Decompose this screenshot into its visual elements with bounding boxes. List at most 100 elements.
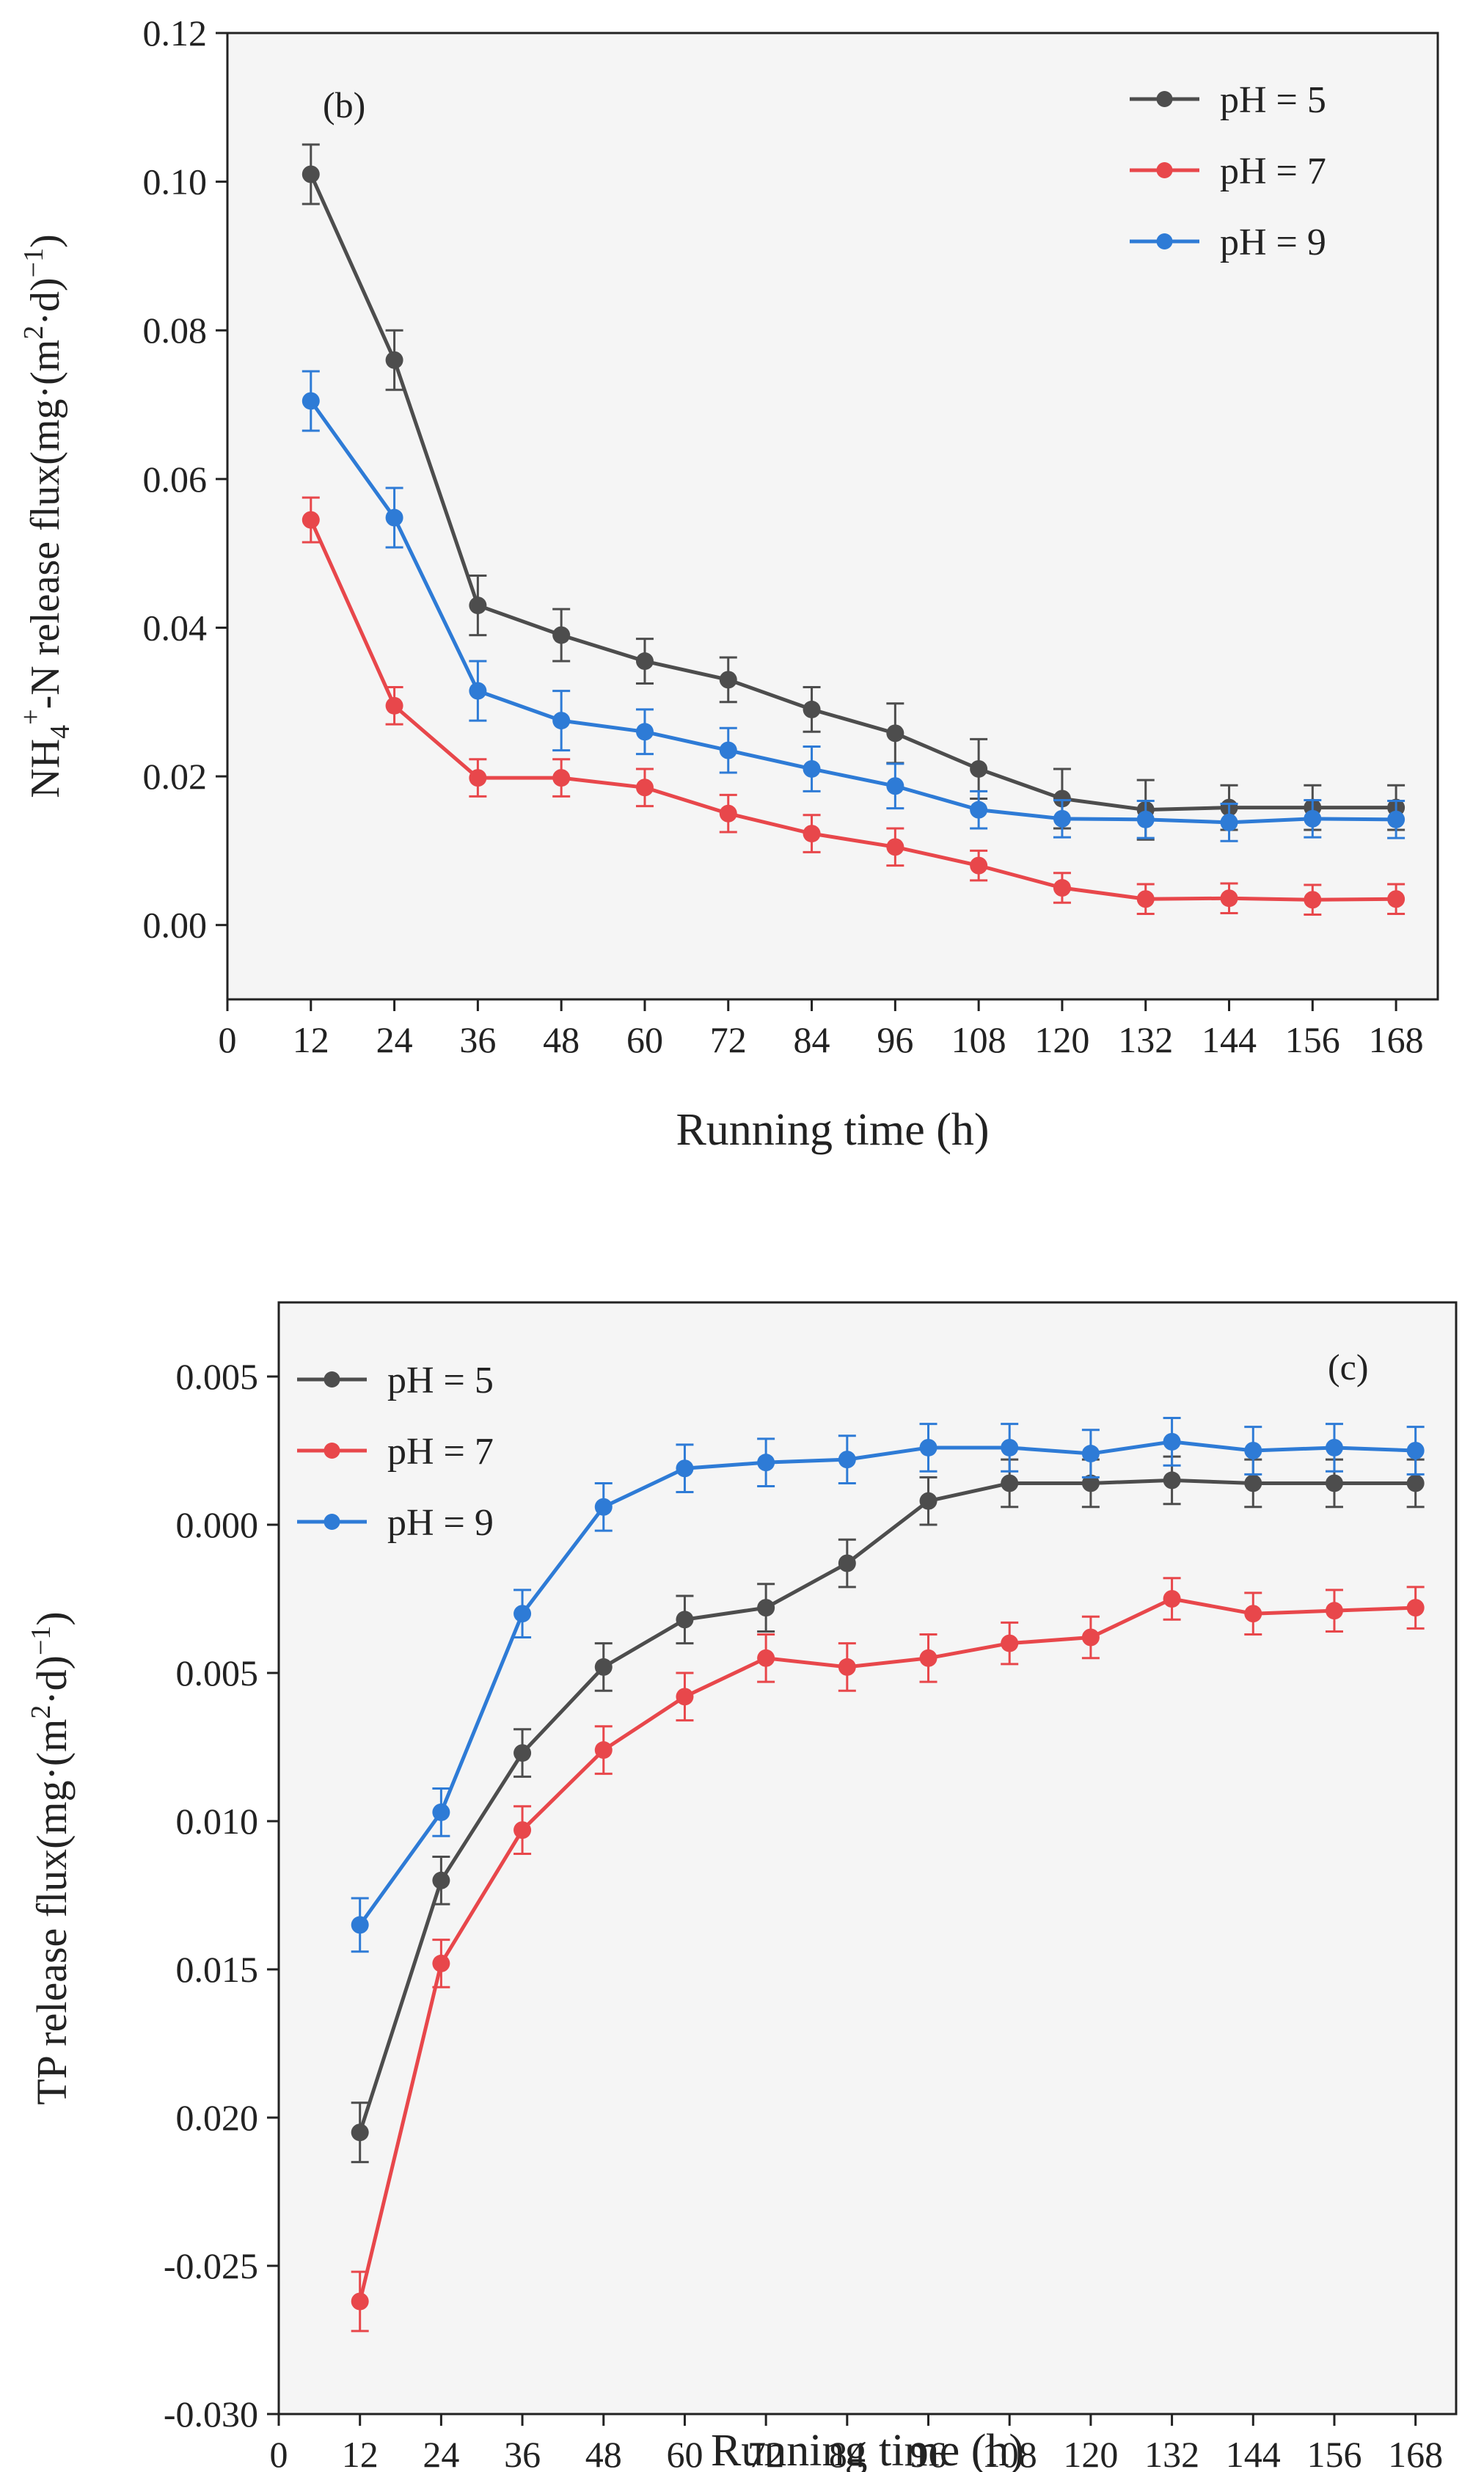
y-tick-label: 0.005 (176, 1652, 259, 1693)
legend-label: pH = 9 (1220, 222, 1326, 263)
series-ph-7 (301, 496, 1406, 916)
panel-label: (b) (323, 84, 365, 125)
data-point (301, 392, 320, 410)
y-tick-label: 0.00 (143, 905, 208, 946)
data-point (1406, 1442, 1425, 1459)
data-point (919, 1649, 937, 1667)
legend-marker (324, 1514, 340, 1530)
x-tick-label: 72 (748, 2434, 784, 2472)
data-point (1325, 1602, 1343, 1620)
y-tick-label: 0.04 (143, 607, 208, 648)
data-point (803, 825, 821, 843)
data-point (676, 1459, 694, 1478)
x-tick-label: 96 (910, 2434, 947, 2472)
data-point (676, 1688, 694, 1706)
series-ph-9 (351, 1417, 1425, 1953)
x-tick-label: 0 (270, 2434, 288, 2472)
data-point (635, 779, 654, 797)
data-point (886, 724, 904, 743)
legend-marker (324, 1443, 340, 1459)
chart-panel-b: 0 12 24 36 48 60 72 84 96 108 120 132 144 156 168 0.00 0… (15, 12, 1439, 1155)
x-tick-label: 96 (877, 1019, 913, 1060)
x-tick-label: 144 (1226, 2434, 1281, 2472)
x-tick-label: 144 (1202, 1019, 1257, 1060)
data-point (1220, 813, 1238, 831)
x-tick-label: 24 (423, 2434, 459, 2472)
y-tick-label: 0.08 (143, 310, 208, 351)
data-point (1406, 1474, 1425, 1492)
series-ph-9 (301, 370, 1406, 842)
y-tick-label: 0.015 (176, 1949, 259, 1990)
data-point (635, 723, 654, 741)
data-point (1387, 810, 1406, 828)
series-line (309, 173, 1397, 812)
data-point (1406, 1599, 1425, 1617)
data-point (1163, 1590, 1181, 1608)
series-ph-7 (351, 1577, 1425, 2333)
x-tick-label: 120 (1063, 2434, 1118, 2472)
x-tick-label: 60 (666, 2434, 703, 2472)
x-tick-label: 84 (794, 1019, 830, 1060)
data-point (1001, 1474, 1019, 1492)
legend: pH = 5 pH = 7 pH = 9 (297, 1360, 494, 1544)
data-point (803, 700, 821, 718)
x-tick-label: 132 (1118, 1019, 1173, 1060)
y-axis-label: TP release flux(mg·(m2·d)−1) (26, 1611, 76, 2105)
data-point (513, 1605, 532, 1623)
data-point (970, 759, 988, 778)
data-point (838, 1451, 856, 1469)
data-point (1081, 1474, 1100, 1492)
data-point (385, 696, 403, 715)
data-point (970, 801, 988, 819)
y-tick-label: 0.020 (176, 2097, 259, 2138)
data-point (1001, 1438, 1019, 1456)
data-point (1325, 1474, 1343, 1492)
legend-marker (1156, 91, 1173, 107)
data-point (385, 508, 403, 527)
legend-label: pH = 5 (387, 1360, 494, 1401)
y-tick-label: 0.000 (176, 1504, 259, 1545)
series-ph-5 (301, 143, 1406, 841)
data-point (552, 626, 571, 644)
legend-marker (324, 1371, 340, 1388)
legend-label: pH = 7 (1220, 150, 1326, 192)
data-point (838, 1658, 856, 1676)
data-point (469, 682, 487, 700)
data-point (1244, 1605, 1262, 1623)
legend: pH = 5 pH = 7 pH = 9 (1130, 79, 1326, 263)
x-tick-label: 168 (1388, 2434, 1443, 2472)
x-axis-label: Running time (h) (676, 1105, 989, 1155)
data-point (886, 777, 904, 795)
series-line (309, 400, 1397, 825)
legend-label: pH = 5 (1220, 79, 1326, 121)
data-point (594, 1658, 613, 1676)
legend-label: pH = 7 (387, 1431, 494, 1473)
data-point (301, 165, 320, 183)
data-point (757, 1649, 775, 1667)
data-point (552, 712, 571, 730)
data-point (513, 1744, 532, 1762)
legend-marker (1156, 233, 1173, 249)
y-axis-label: NH4+-N release flux(mg·(m2·d)−1) (15, 234, 76, 798)
chart-panel-c: 0 12 24 36 48 60 72 84 96 108 120 132 144 156 168 -0.03… (26, 1301, 1458, 2472)
x-tick-label: 132 (1144, 2434, 1199, 2472)
x-tick-label: 156 (1285, 1019, 1340, 1060)
x-tick-label: 72 (710, 1019, 747, 1060)
series-ph-5 (351, 1455, 1425, 2164)
data-point (351, 1916, 369, 1934)
data-point (1325, 1438, 1343, 1456)
series-line (358, 1440, 1416, 1926)
panel-label: (c) (1328, 1346, 1369, 1388)
data-point (838, 1554, 856, 1572)
data-point (469, 769, 487, 787)
y-tick-label: 0.005 (176, 1356, 259, 1397)
data-point (970, 856, 988, 875)
series-line (358, 1597, 1416, 2303)
x-tick-label: 48 (543, 1019, 580, 1060)
data-point (676, 1611, 694, 1629)
y-tick-label: 0.12 (143, 12, 208, 54)
series-line (358, 1478, 1416, 2133)
data-point (1053, 790, 1071, 808)
y-tick-label: -0.025 (164, 2245, 258, 2286)
